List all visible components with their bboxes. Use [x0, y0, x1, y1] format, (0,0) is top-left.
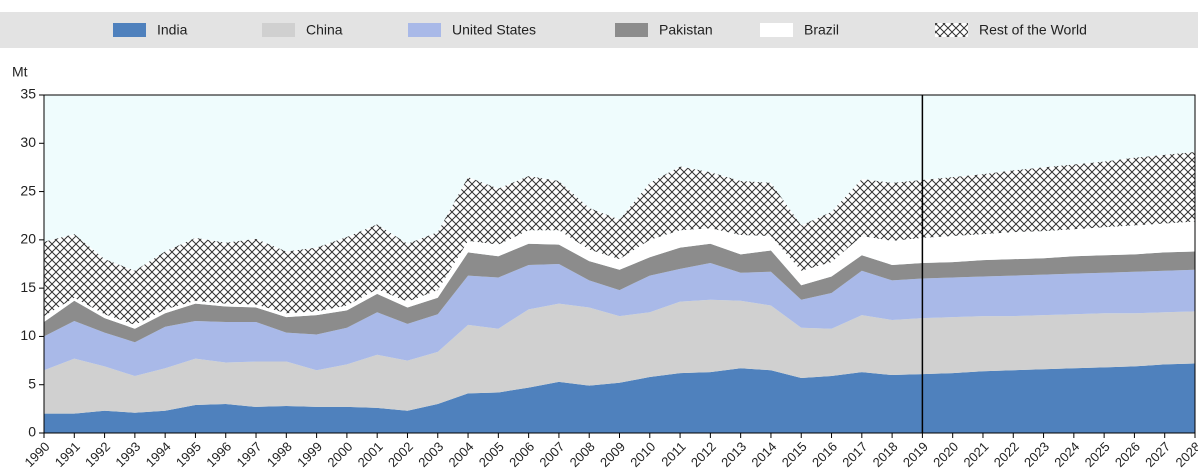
x-tick-label: 2002 [385, 439, 416, 470]
legend-label: Rest of the World [979, 22, 1087, 38]
x-tick-label: 2021 [960, 439, 991, 470]
y-tick-label: 5 [28, 375, 36, 391]
x-tick-label: 2013 [718, 439, 749, 470]
x-tick-label: 2000 [324, 439, 355, 470]
x-tick-label: 1998 [264, 439, 295, 470]
x-tick-label: 1996 [203, 439, 234, 470]
x-tick-label: 2026 [1112, 439, 1143, 470]
area [44, 151, 1195, 325]
legend-label: India [157, 22, 188, 38]
y-tick-label: 10 [20, 327, 36, 343]
x-tick-label: 2023 [1021, 439, 1052, 470]
x-tick-label: 2007 [536, 439, 567, 470]
area [44, 299, 1195, 414]
y-tick-label: 15 [20, 279, 36, 295]
x-tick-label: 2019 [900, 439, 931, 470]
legend-swatch [615, 23, 648, 37]
x-tick-label: 2004 [446, 439, 477, 470]
x-tick-label: 2005 [476, 439, 507, 470]
x-tick-label: 2003 [415, 439, 446, 470]
legend-label: United States [452, 22, 536, 38]
y-tick-label: 35 [20, 86, 36, 102]
legend-swatch [935, 23, 968, 37]
x-tick-label: 1997 [234, 439, 265, 470]
area [44, 363, 1195, 433]
x-tick-label: 2024 [1051, 439, 1082, 470]
legend-swatch [408, 23, 441, 37]
x-tick-label: 2015 [779, 439, 810, 470]
x-tick-label: 2018 [870, 439, 901, 470]
x-tick-label: 2017 [839, 439, 870, 470]
x-tick-label: 1994 [143, 439, 174, 470]
y-unit: Mt [12, 64, 28, 80]
legend-swatch [262, 23, 295, 37]
x-tick-label: 1991 [52, 439, 83, 470]
legend-label: Pakistan [659, 22, 713, 38]
y-tick-label: 30 [20, 134, 36, 150]
x-tick-label: 2014 [748, 439, 779, 470]
x-tick-label: 2022 [991, 439, 1022, 470]
x-tick-label: 2009 [597, 439, 628, 470]
x-tick-label: 2025 [1082, 439, 1113, 470]
x-tick-label: 1999 [294, 439, 325, 470]
x-tick-label: 1995 [173, 439, 204, 470]
x-tick-label: 2011 [658, 439, 688, 469]
legend-label: Brazil [804, 22, 839, 38]
x-tick-label: 1992 [82, 439, 113, 470]
legend-swatch [113, 23, 146, 37]
area [44, 263, 1195, 377]
y-tick-label: 25 [20, 182, 36, 198]
x-tick-label: 2001 [355, 439, 386, 470]
x-tick-label: 2010 [627, 439, 658, 470]
x-tick-label: 2027 [1142, 439, 1173, 470]
y-tick-label: 20 [20, 231, 36, 247]
x-tick-label: 2006 [506, 439, 537, 470]
area [44, 221, 1195, 329]
legend-label: China [306, 22, 343, 38]
x-tick-label: 2028 [1172, 439, 1198, 470]
x-tick-label: 2020 [930, 439, 961, 470]
area [44, 243, 1195, 343]
x-tick-label: 2012 [688, 439, 719, 470]
y-tick-label: 0 [28, 424, 36, 440]
legend-band [0, 12, 1198, 48]
x-tick-label: 2008 [567, 439, 598, 470]
x-tick-label: 1993 [112, 439, 143, 470]
x-tick-label: 1990 [21, 439, 52, 470]
legend-swatch [760, 23, 793, 37]
x-tick-label: 2016 [809, 439, 840, 470]
